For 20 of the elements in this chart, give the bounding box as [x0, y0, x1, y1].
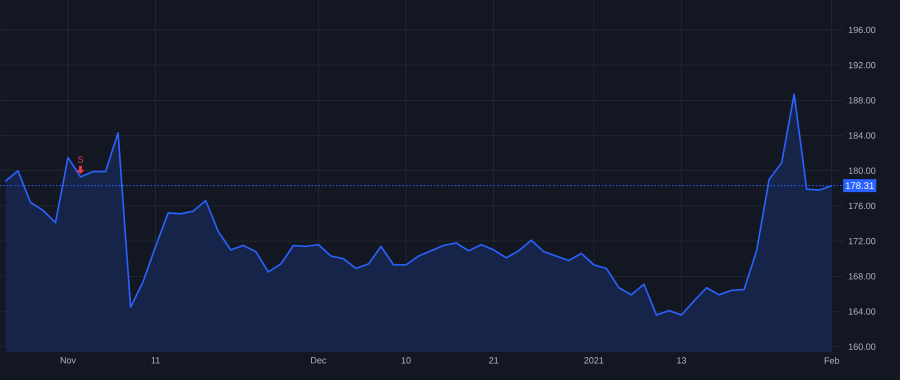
y-tick-label: 168.00 — [848, 273, 876, 280]
annotation: S — [78, 156, 84, 163]
x-tick-label: Feb — [824, 357, 840, 364]
ref-line-label: 178.31 — [846, 182, 874, 189]
x-tick-label: Dec — [311, 357, 326, 364]
x-tick-label: 2021 — [584, 357, 604, 364]
y-tick-label: 176.00 — [848, 202, 876, 210]
x-tick-label: 11 — [152, 357, 160, 364]
x-tick-label: 10 — [402, 357, 411, 364]
x-tick-label: Nov — [60, 357, 76, 364]
y-tick-label: 164.00 — [848, 308, 876, 315]
x-tick-label: 13 — [677, 357, 686, 364]
y-tick-label: 188.00 — [848, 97, 876, 104]
y-tick-label: 196.00 — [848, 26, 876, 34]
y-tick-label: 160.00 — [848, 344, 876, 350]
y-tick-label: 180.00 — [848, 168, 876, 174]
x-tick-label: 21 — [489, 357, 498, 364]
y-tick-label: 192.00 — [848, 62, 876, 68]
y-tick-label: 172.00 — [848, 238, 876, 244]
y-tick-label: 184.00 — [848, 132, 876, 139]
